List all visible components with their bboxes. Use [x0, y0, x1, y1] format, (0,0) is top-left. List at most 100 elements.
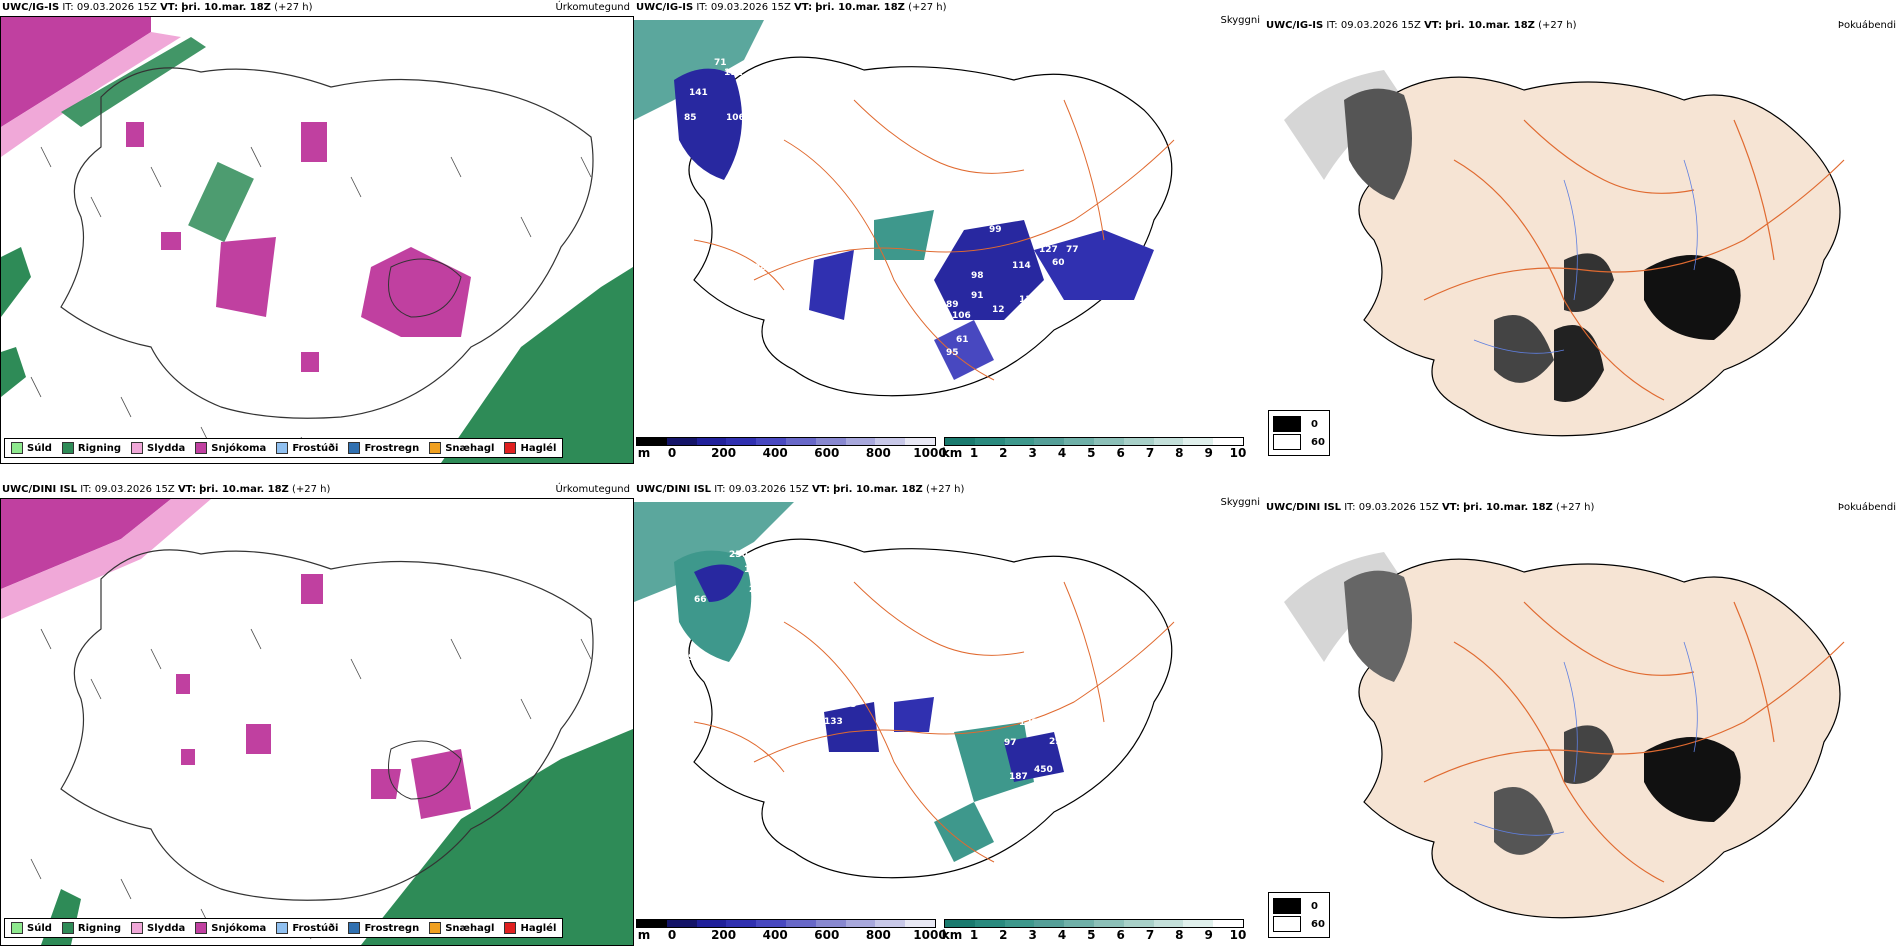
panel-title: Skyggni: [1220, 15, 1260, 26]
elevation-label: 113: [744, 565, 763, 575]
elevation-label: 101: [699, 178, 718, 188]
panel-title: Þokuábendi: [1837, 502, 1896, 513]
fog-key-row: 60: [1273, 915, 1325, 933]
colorbar-swatch: [666, 920, 697, 927]
elevation-label: 219: [749, 585, 768, 595]
elevation-label: 111: [1019, 295, 1038, 305]
colorbar-tick: 6: [1116, 446, 1125, 460]
swatch: [276, 442, 289, 454]
legend-item-snjokoma: Snjókoma: [195, 442, 266, 454]
colorbar-tick: 8: [1175, 928, 1184, 942]
elevation-label: 290: [1049, 737, 1068, 747]
colorbar-swatch: [756, 438, 786, 445]
precip-map: [1, 499, 633, 945]
colorbar-tick: 5: [1087, 928, 1096, 942]
swatch: [276, 922, 289, 934]
height-colorbar: m 0 200 400 600 800 1000: [636, 919, 947, 942]
panel-header: UWC/IG-IS IT: 09.03.2026 15Z VT: þri. 10…: [636, 2, 947, 13]
panel-title: Úrkomutegund: [555, 2, 630, 13]
colorbar-tick: 400: [762, 928, 788, 942]
colorbar-tick: 200: [711, 446, 737, 460]
elevation-label: 91: [971, 291, 984, 301]
elevation-label: 81: [919, 345, 932, 355]
colorbar-swatch: [785, 438, 816, 445]
height-colorbar: m 0 200 400 600 800 1000: [636, 437, 947, 460]
colorbar-tick: 3: [1028, 928, 1037, 942]
colorbar-swatch: [1183, 920, 1214, 927]
elevation-label: 153: [792, 800, 811, 810]
fog-map: [1284, 552, 1845, 919]
colorbar-tick: 2: [999, 446, 1008, 460]
elevation-label: 404: [814, 116, 833, 126]
legend-item-slydda: Slydda: [131, 922, 185, 934]
fog-key-swatch: [1273, 898, 1301, 914]
colorbar-tick: 6: [1116, 928, 1125, 942]
colorbar-tick: 600: [814, 446, 840, 460]
elevation-label: 61: [956, 335, 969, 345]
elevation-label: 99: [989, 225, 1002, 235]
colorbar-tick: 7: [1145, 446, 1155, 460]
fog-panel-row2: UWC/DINI ISL IT: 09.03.2026 15Z VT: þri.…: [1264, 482, 1900, 950]
legend-item-snaehagl: Snæhagl: [429, 442, 494, 454]
colorbar-swatch: [785, 920, 816, 927]
colorbar-tick: 7: [1145, 928, 1155, 942]
colorbar-swatch: [726, 920, 757, 927]
swatch: [11, 442, 23, 454]
elevation-label: 87: [742, 121, 755, 131]
colorbar-swatch: [845, 920, 876, 927]
elevation-label: 95: [946, 348, 959, 358]
colorbar-swatch: [696, 920, 727, 927]
elevation-label: 95: [844, 700, 857, 710]
elevation-label: 182: [1031, 782, 1050, 792]
colorbar-tick: 10: [1229, 446, 1247, 460]
elevation-label: 112: [724, 68, 743, 78]
km-colorbar: km 1 2 3 4 5 6 7 8 9 10: [941, 919, 1246, 942]
colorbar-tick: 8: [1175, 446, 1184, 460]
fog-key-row: 0: [1273, 415, 1325, 433]
colorbar-tick: 3: [1028, 446, 1037, 460]
elevation-label: 66: [694, 595, 707, 605]
swatch: [429, 922, 442, 934]
colorbar-swatch: [945, 920, 975, 927]
colorbar-tick: 1: [969, 446, 979, 460]
legend-item-sudl: Súld: [11, 442, 52, 454]
colorbar-unit: km: [941, 928, 963, 942]
legend-item-haglel: Haglél: [504, 442, 556, 454]
colorbar-swatch: [756, 920, 786, 927]
colorbar-swatch: [974, 920, 1005, 927]
colorbar-tick: 1000: [913, 446, 947, 460]
colorbar-tick: 400: [762, 446, 788, 460]
elevation-label: 187: [1009, 772, 1028, 782]
colorbar-swatch: [905, 438, 935, 445]
elevation-label: 85: [684, 113, 697, 123]
panel-header: UWC/DINI ISL IT: 09.03.2026 15Z VT: þri.…: [2, 484, 331, 495]
colorbar-swatch: [1093, 438, 1124, 445]
colorbar-tick: 800: [865, 446, 891, 460]
legend-item-rigning: Rigning: [61, 442, 121, 454]
colorbar-tick: 9: [1204, 928, 1213, 942]
colorbar-swatch: [1004, 438, 1035, 445]
panel-title: Skyggni: [1220, 497, 1260, 508]
panel-title: Úrkomutegund: [555, 484, 630, 495]
elevation-label: 99: [904, 833, 917, 843]
colorbar-swatch: [945, 438, 975, 445]
elevation-label: 652: [1079, 735, 1098, 745]
colorbar-tick: 4: [1057, 928, 1067, 942]
colorbar-swatch: [1034, 920, 1065, 927]
fog-key-row: 60: [1273, 433, 1325, 451]
colorbar-swatch: [1123, 920, 1154, 927]
legend-item-haglel: Haglél: [504, 922, 556, 934]
elevation-label: 106: [726, 113, 745, 123]
colorbar-swatch: [1213, 438, 1243, 445]
legend-item-slydda: Slydda: [131, 442, 185, 454]
colorbar-swatch: [637, 438, 667, 445]
swatch: [504, 922, 517, 934]
colorbar-unit: m: [637, 446, 651, 460]
colorbar-swatch: [875, 920, 906, 927]
elevation-label: 250: [729, 550, 748, 560]
elevation-label: 61: [764, 183, 777, 193]
colorbar-swatch: [1153, 920, 1184, 927]
colorbar-swatch: [1213, 920, 1243, 927]
fog-key-swatch: [1273, 916, 1301, 932]
